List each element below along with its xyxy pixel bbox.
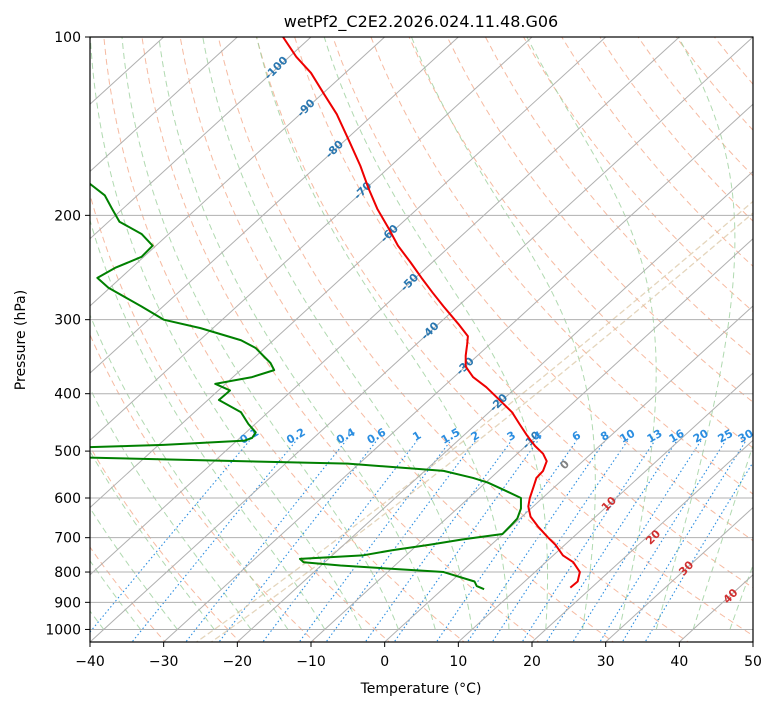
mixing-ratio-line xyxy=(545,440,678,642)
moist-adiabat xyxy=(410,37,596,630)
mixing-ratio-line xyxy=(185,440,347,642)
mixing-ratio-label: 30 xyxy=(736,427,756,446)
moist-adiabat xyxy=(90,507,178,630)
isotherm-line xyxy=(90,37,607,509)
moist-adiabat xyxy=(692,443,753,630)
y-tick-label: 100 xyxy=(54,30,81,46)
moist-adiabat xyxy=(158,37,436,630)
moist-adiabat xyxy=(121,37,399,630)
profile-series xyxy=(90,37,581,591)
mixing-ratio-line xyxy=(621,440,747,642)
mixing-ratio-line xyxy=(262,440,418,642)
moist-adiabat xyxy=(90,313,289,630)
isotherm-line xyxy=(457,372,753,642)
x-tick-label: −20 xyxy=(223,654,253,670)
background-lines xyxy=(90,37,753,642)
dry-adiabat xyxy=(255,37,753,637)
mixing-ratio-line xyxy=(364,440,512,642)
y-tick-label: 600 xyxy=(54,491,81,507)
dry-adiabat xyxy=(332,37,753,542)
mixing-ratio-line xyxy=(466,440,606,642)
x-tick-label: −10 xyxy=(296,654,326,670)
x-tick-label: 10 xyxy=(449,654,467,670)
x-axis-label: Temperature (°C) xyxy=(360,681,482,697)
mixing-ratio-line xyxy=(218,440,378,642)
x-tick-label: 40 xyxy=(670,654,688,670)
x-tick-label: 20 xyxy=(523,654,541,670)
dry-adiabat xyxy=(90,445,241,642)
isotherm-line xyxy=(236,170,753,642)
moist-adiabat xyxy=(90,450,215,630)
dry-adiabat xyxy=(141,37,540,642)
moist-adiabat xyxy=(526,37,657,630)
isotherm-line xyxy=(531,439,753,642)
isotherm-line xyxy=(310,237,753,642)
y-tick-label: 200 xyxy=(54,208,81,224)
moist-adiabat xyxy=(729,563,753,630)
mixing-ratio-line xyxy=(599,440,727,642)
moist-adiabat xyxy=(655,37,736,630)
dewpoint-line xyxy=(90,182,522,591)
y-axis-label: Pressure (hPa) xyxy=(13,290,29,390)
moist-adiabat xyxy=(90,387,252,630)
y-axis-ticks: 100 200 300 400 500 600 700 800 900 1000 xyxy=(45,30,90,638)
chart-title: wetPf2_C2E2.2026.024.11.48.G06 xyxy=(284,12,558,32)
x-tick-label: −40 xyxy=(75,654,105,670)
isotherm-line xyxy=(90,37,312,240)
mixing-ratio-line xyxy=(393,440,539,642)
x-tick-label: 0 xyxy=(380,654,389,670)
dry-adiabat xyxy=(294,37,753,589)
moist-adiabat xyxy=(90,37,363,630)
y-tick-label: 1000 xyxy=(45,622,81,638)
temperature-line xyxy=(282,37,581,589)
y-tick-label: 400 xyxy=(54,387,81,403)
moist-adiabat xyxy=(90,559,141,630)
y-tick-label: 700 xyxy=(54,531,81,547)
isotherm-line xyxy=(384,305,753,642)
y-tick-label: 300 xyxy=(54,313,81,329)
isotherm-line xyxy=(90,37,753,642)
y-tick-label: 900 xyxy=(54,595,81,611)
isotherm-line xyxy=(90,37,680,576)
isotherm-line xyxy=(90,37,533,442)
x-tick-label: 30 xyxy=(597,654,615,670)
mixing-ratio-line xyxy=(572,440,702,642)
x-axis-ticks: −40 −30 −20 −10 0 10 20 30 40 50 xyxy=(75,642,762,670)
isotherm-line xyxy=(90,37,386,307)
moist-adiabat xyxy=(256,37,510,630)
isotherm-line xyxy=(605,506,753,642)
x-tick-label: −30 xyxy=(149,654,179,670)
isotherm-line xyxy=(163,103,753,642)
mixing-ratio-line xyxy=(521,440,656,642)
mixing-ratio-line xyxy=(491,440,629,642)
plot-frame xyxy=(89,36,754,643)
isotherm-line xyxy=(90,37,238,173)
mixing-ratio-line xyxy=(644,461,753,642)
y-tick-label: 800 xyxy=(54,565,81,581)
dry-adiabat xyxy=(370,37,753,495)
y-tick-label: 500 xyxy=(54,444,81,460)
x-tick-label: 50 xyxy=(744,654,762,670)
